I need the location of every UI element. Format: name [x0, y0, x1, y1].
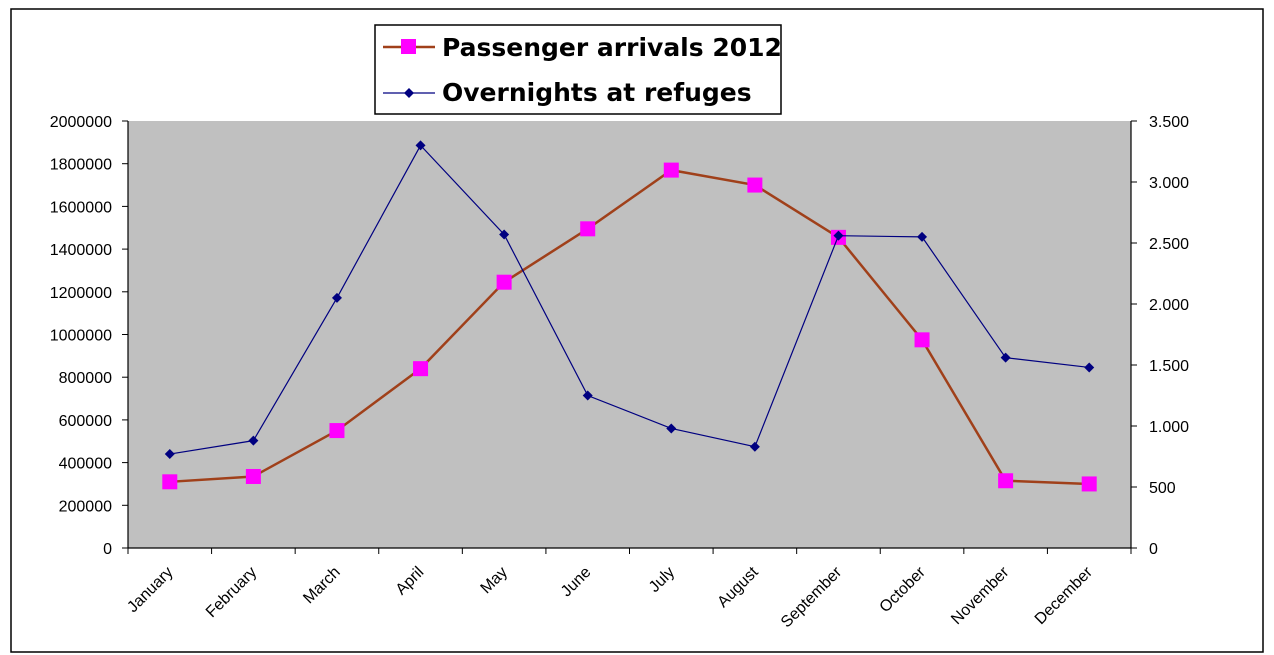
y-left-tick-label: 2000000 [50, 114, 112, 131]
series-line-0 [169, 168, 1090, 486]
y-left-tick-label: 200000 [59, 498, 112, 515]
data-point-diamond [415, 140, 426, 151]
plot-area [128, 121, 1131, 548]
data-point-diamond [1084, 362, 1095, 373]
legend-label-passenger-arrivals: Passenger arrivals 2012 [442, 33, 782, 62]
data-point-square [162, 474, 178, 490]
data-point-diamond [666, 423, 677, 434]
data-point-diamond [917, 231, 928, 242]
data-point-square [914, 332, 930, 348]
y-left-tick-label: 1400000 [50, 242, 112, 259]
series-line-1 [169, 144, 1090, 455]
legend-label-overnights: Overnights at refuges [442, 78, 752, 107]
data-point-diamond [833, 230, 844, 241]
data-point-square [245, 468, 261, 484]
y-left-tick-label: 1800000 [50, 157, 112, 174]
y-left-tick-label: 1200000 [50, 285, 112, 302]
legend-box [374, 24, 782, 115]
legend: Passenger arrivals 2012 Overnights at re… [374, 24, 782, 115]
data-point-diamond [164, 449, 175, 460]
y-right-tick-label: 3.000 [1149, 175, 1189, 192]
data-point-square [496, 274, 512, 290]
data-point-square [747, 177, 763, 193]
data-point-diamond [749, 441, 760, 452]
y-right-tick-label: 3.500 [1149, 114, 1189, 131]
data-point-square [413, 361, 429, 377]
y-left-tick-label: 1000000 [50, 328, 112, 345]
data-point-square [580, 221, 596, 237]
y-left-tick-label: 400000 [59, 456, 112, 473]
y-right-tick-label: 1.000 [1149, 419, 1189, 436]
y-right-tick-label: 500 [1149, 480, 1176, 497]
data-point-square [998, 473, 1014, 489]
data-point-square [1081, 476, 1097, 492]
series-layer [162, 140, 1097, 492]
y-left-tick-label: 800000 [59, 370, 112, 387]
data-point-diamond [499, 229, 510, 240]
data-point-diamond [582, 390, 593, 401]
data-point-diamond [248, 435, 259, 446]
data-point-diamond [331, 292, 342, 303]
y-left-tick-label: 0 [103, 541, 112, 558]
data-point-square [663, 162, 679, 178]
y-left-tick-label: 1600000 [50, 199, 112, 216]
y-left-tick-label: 600000 [59, 413, 112, 430]
y-right-tick-label: 1.500 [1149, 358, 1189, 375]
legend-marker-diamond [404, 88, 414, 98]
data-point-diamond [1000, 352, 1011, 363]
y-right-tick-label: 0 [1149, 541, 1158, 558]
y-right-tick-label: 2.000 [1149, 297, 1189, 314]
data-point-square [329, 423, 345, 439]
y-right-tick-label: 2.500 [1149, 236, 1189, 253]
legend-marker-square [401, 39, 416, 54]
